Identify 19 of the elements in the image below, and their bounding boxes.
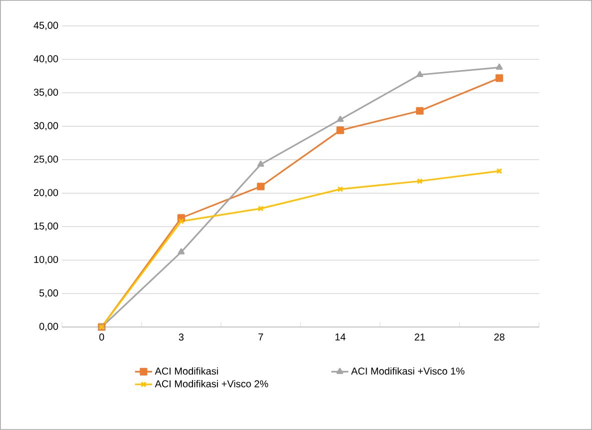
y-tick-label: 35,00: [34, 88, 58, 97]
x-tick-label: 7: [258, 334, 264, 340]
y-tick-label: 20,00: [34, 189, 58, 198]
y-tick-label: 15,00: [34, 222, 58, 231]
x-tick-label: 0: [99, 334, 104, 341]
legend-label: ACI Modifikasi +Visco 1%: [351, 367, 464, 375]
x-tick-label: 3: [178, 334, 184, 341]
x-tick-label: 14: [335, 334, 346, 340]
legend-label: ACI Modifikasi +Visco 2%: [154, 380, 268, 388]
x-tick-label: 21: [414, 334, 425, 341]
y-tick-label: 0,00: [39, 322, 58, 332]
y-tick-label: 30,00: [34, 122, 58, 130]
y-tick-label: 40,00: [34, 55, 58, 64]
y-tick-label: 45,00: [34, 22, 58, 30]
legend-label: ACI Modifikasi: [154, 367, 218, 375]
y-tick-label: 10,00: [34, 256, 58, 264]
y-tick-label: 5,00: [39, 289, 58, 298]
x-tick-label: 28: [494, 334, 504, 341]
y-tick-label: 25,00: [34, 156, 58, 164]
